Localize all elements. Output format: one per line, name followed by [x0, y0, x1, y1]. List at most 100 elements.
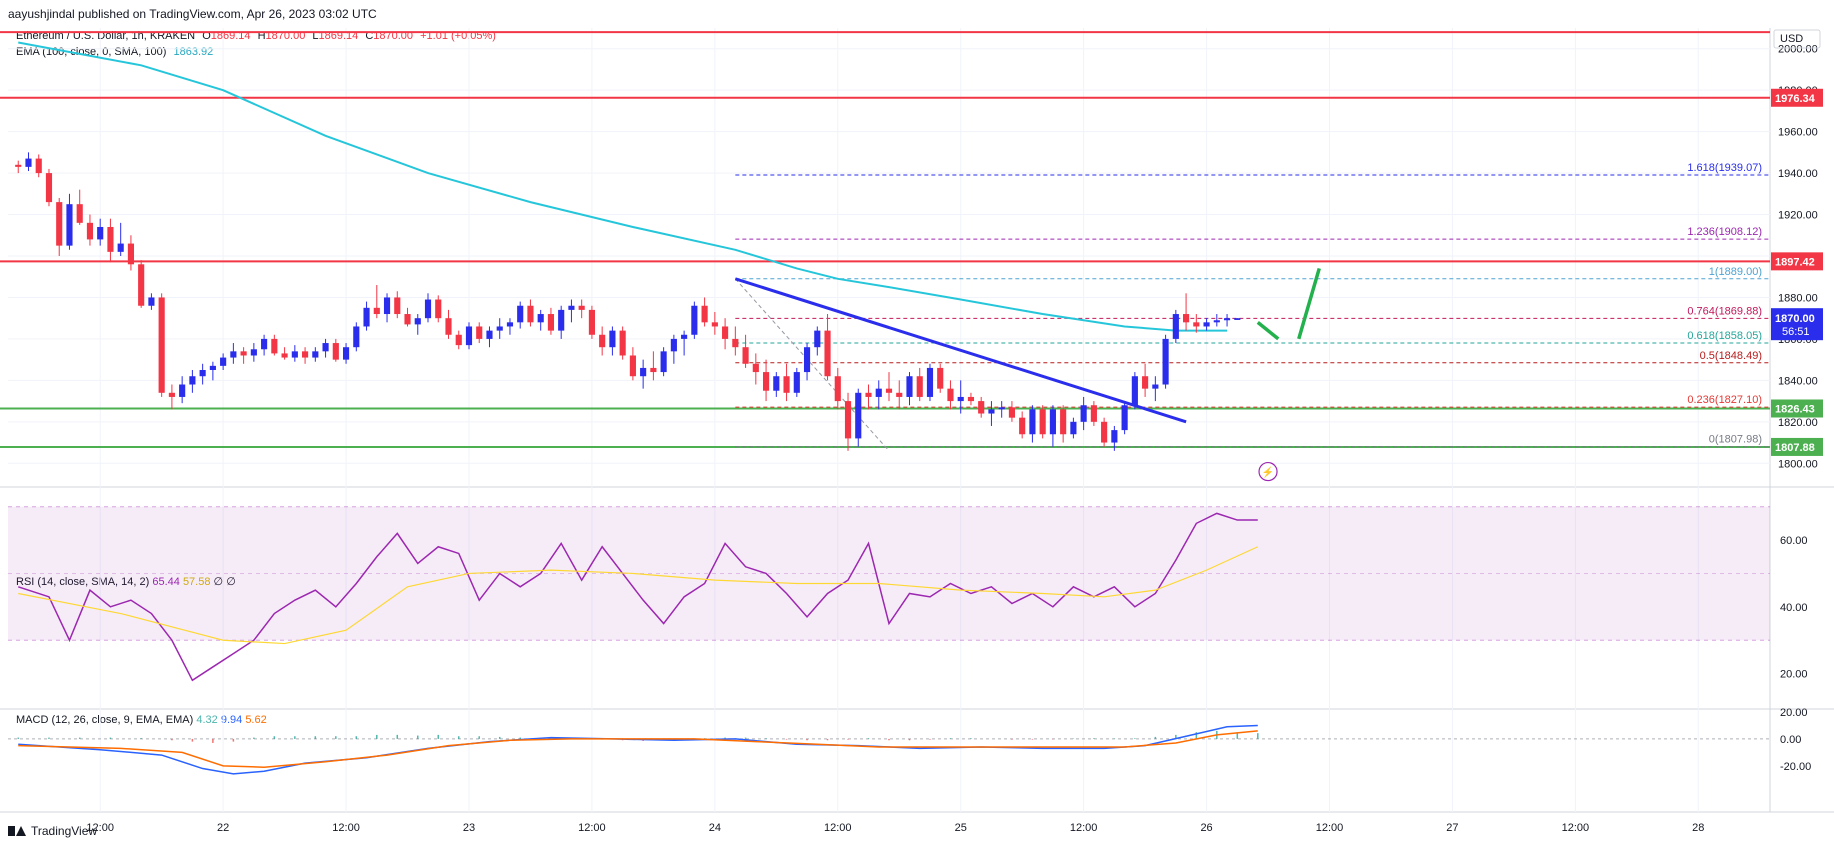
candle-body: [947, 388, 954, 402]
rsi-empty-1: ∅: [213, 576, 224, 588]
macd-legend[interactable]: MACD (12, 26, close, 9, EMA, EMA) 4.32 9…: [16, 714, 267, 726]
candle-body: [445, 318, 452, 335]
last-price-label: 1870.00: [1775, 313, 1815, 325]
candle-body: [742, 347, 749, 364]
candle-body: [383, 297, 391, 315]
candle-body: [1234, 318, 1241, 320]
macd-y-tick-label: 20.00: [1780, 707, 1808, 719]
macd-y-tick-label: -20.00: [1780, 761, 1811, 773]
candle-body: [732, 338, 739, 348]
candle-body: [302, 351, 309, 358]
lightning-icon: ⚡: [1262, 466, 1274, 479]
candle-body: [773, 376, 780, 391]
fib-level-label: 0.5(1848.49): [1700, 350, 1762, 362]
footer-brand[interactable]: TradingView: [8, 824, 97, 838]
candle-body: [312, 351, 319, 358]
x-tick-label: 22: [217, 822, 229, 834]
candle-body: [25, 158, 32, 167]
candle-body: [537, 314, 544, 323]
x-tick-label: 12:00: [332, 822, 360, 834]
projection-line: [1256, 320, 1280, 341]
candle-body: [814, 330, 821, 348]
candle-body: [967, 396, 975, 402]
candle-body: [220, 357, 227, 366]
candle-body: [127, 243, 135, 265]
currency-box: [1773, 29, 1821, 49]
candle-body: [404, 314, 411, 325]
candle-body: [209, 365, 216, 370]
x-tick-label: 24: [709, 822, 721, 834]
candle-body: [261, 338, 268, 350]
candle-body: [865, 392, 872, 397]
candle-body: [1080, 405, 1087, 422]
candle-body: [609, 330, 616, 348]
candle-body: [1029, 409, 1036, 435]
candle-body: [465, 326, 473, 346]
candle-body: [1203, 322, 1210, 327]
tradingview-logo-icon: [8, 825, 26, 837]
candle-body: [957, 396, 964, 402]
rsi-band: [8, 506, 1770, 641]
candle-body: [1162, 338, 1169, 385]
candle-body: [281, 353, 288, 358]
candle-body: [66, 204, 73, 246]
x-tick-label: 23: [463, 822, 475, 834]
level-label-box: [1771, 437, 1823, 456]
macd-series-line: [18, 724, 1258, 775]
candle-body: [1172, 314, 1179, 339]
rsi-value: 65.44: [152, 576, 180, 588]
candle-body: [937, 367, 944, 389]
candle-body: [527, 305, 534, 323]
x-tick-label: 28: [1692, 822, 1704, 834]
candle-body: [558, 309, 565, 331]
candle-body: [588, 309, 595, 335]
candle-body: [240, 351, 247, 356]
candle-body: [547, 314, 555, 331]
level-label: 1807.88: [1775, 442, 1815, 454]
y-tick-label: 1840.00: [1778, 375, 1818, 387]
rsi-sma-value: 57.58: [182, 576, 211, 588]
ema-line: [18, 41, 1228, 332]
rsi-legend[interactable]: RSI (14, close, SMA, 14, 2) 65.44 57.58 …: [16, 575, 236, 588]
candle-body: [916, 376, 923, 397]
candle-body: [435, 299, 442, 319]
fib-level-label: 1(1889.00): [1709, 266, 1762, 278]
level-label-box: [1771, 252, 1823, 271]
rsi-series-line: [18, 512, 1258, 682]
y-tick-label: 1960.00: [1778, 127, 1818, 139]
fib-level-label: 0(1807.98): [1709, 434, 1762, 446]
y-tick-label: 1800.00: [1778, 458, 1818, 470]
macd-series-line: [18, 730, 1258, 768]
candle-body: [1101, 421, 1108, 443]
level-label-box: [1771, 399, 1823, 418]
macd-label[interactable]: MACD (12, 26, close, 9, EMA, EMA): [16, 714, 194, 726]
candle-body: [148, 297, 155, 306]
candle-body: [363, 307, 370, 327]
open-label: O: [202, 30, 211, 42]
close-label: C: [365, 30, 374, 42]
y-tick-label: 2000.00: [1778, 44, 1818, 56]
candle-body: [322, 343, 329, 352]
candle-body: [1090, 405, 1097, 422]
candle-body: [107, 226, 114, 252]
candle-body: [179, 384, 186, 397]
rsi-label[interactable]: RSI (14, close, SMA, 14, 2): [16, 576, 150, 588]
candle-body: [373, 307, 380, 315]
candle-body: [670, 338, 677, 352]
x-tick-label: 12:00: [1562, 822, 1590, 834]
rsi-y-tick-label: 20.00: [1780, 669, 1808, 681]
candle-body: [230, 351, 237, 358]
candle-body: [1152, 384, 1159, 389]
publisher-credit: aayushjindal published on TradingView.co…: [8, 7, 377, 21]
candle-body: [578, 305, 585, 310]
countdown-label: 56:51: [1782, 326, 1810, 338]
x-tick-label: 12:00: [578, 822, 606, 834]
candle-body: [56, 202, 63, 246]
x-tick-label: 27: [1446, 822, 1458, 834]
candle-body: [660, 351, 667, 373]
candle-body: [783, 376, 790, 393]
candle-body: [1019, 417, 1026, 435]
candle-body: [1193, 322, 1200, 327]
candle-body: [168, 392, 175, 397]
